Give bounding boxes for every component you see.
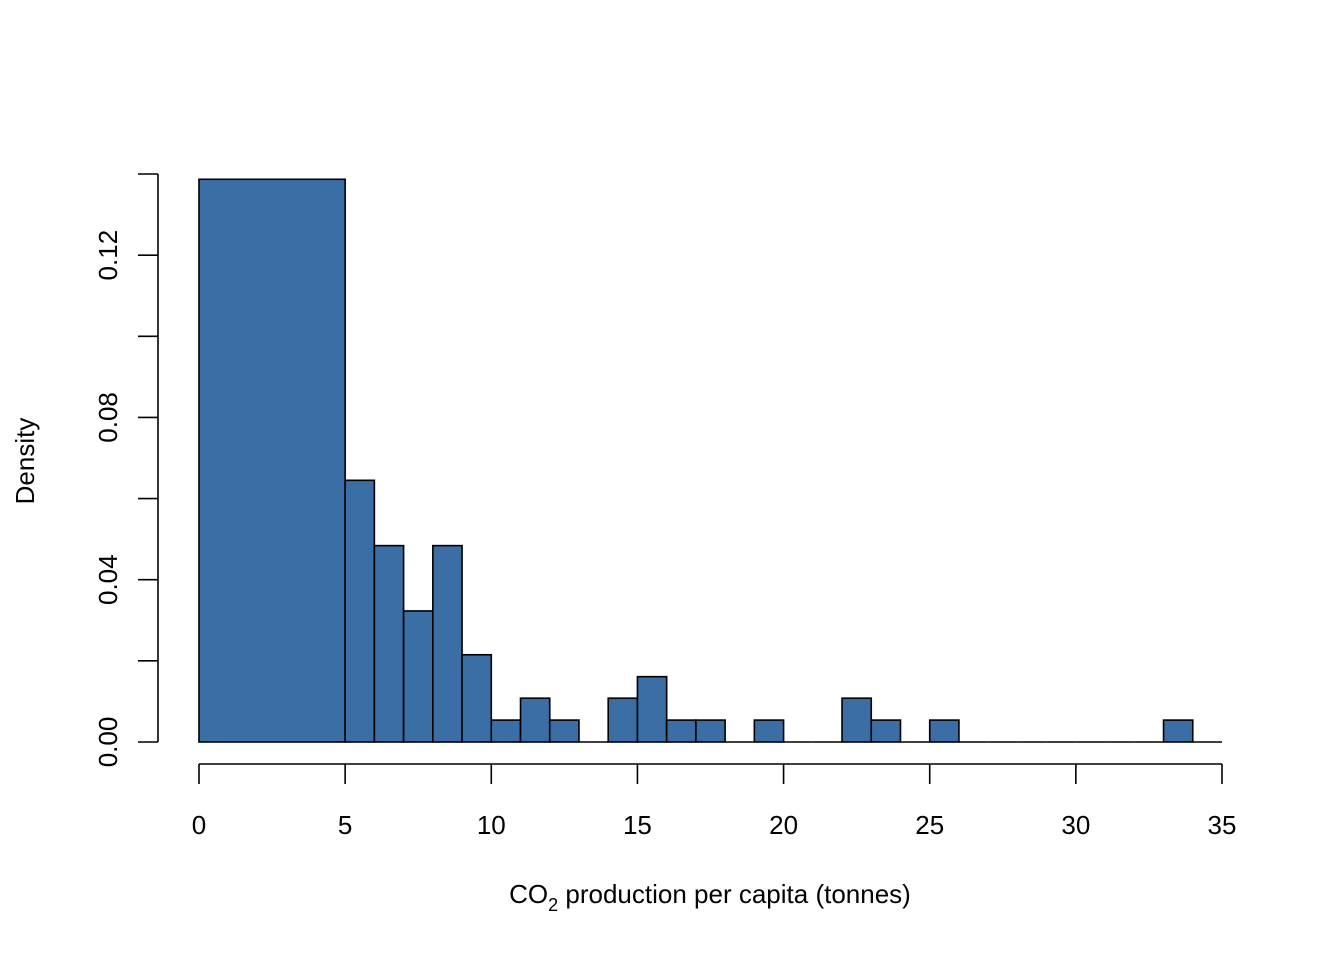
histogram-bar-19 xyxy=(870,719,902,743)
histogram-bar-7 xyxy=(519,697,551,743)
histogram-bar-11 xyxy=(636,675,668,743)
histogram-bar-10 xyxy=(607,697,639,743)
y-axis-title: Density xyxy=(10,418,40,505)
x-axis-title-suffix: production per capita (tonnes) xyxy=(558,879,911,909)
y-tick-label-6: 0.12 xyxy=(93,230,123,281)
y-axis: 0.00 0.04 0.08 0.12 xyxy=(93,173,159,768)
histogram-bar-15 xyxy=(753,719,785,743)
bars-group xyxy=(198,178,1222,743)
histogram-bar-6 xyxy=(490,719,522,743)
x-tick-label-5: 25 xyxy=(915,810,944,840)
histogram-bar-29 xyxy=(1162,719,1194,743)
x-axis-title-subscript: 2 xyxy=(548,895,558,915)
histogram-bar-1 xyxy=(344,479,376,743)
x-axis-title: CO2 production per capita (tonnes) xyxy=(509,879,911,915)
x-tick-label-6: 30 xyxy=(1061,810,1090,840)
x-tick-label-1: 5 xyxy=(338,810,352,840)
x-tick-label-7: 35 xyxy=(1208,810,1237,840)
x-tick-label-4: 20 xyxy=(769,810,798,840)
histogram-bar-13 xyxy=(695,719,726,743)
x-axis-title-prefix: CO xyxy=(509,879,548,909)
y-tick-label-2: 0.04 xyxy=(93,554,123,605)
histogram-bar-12 xyxy=(665,719,697,743)
histogram-bar-2 xyxy=(373,544,405,743)
histogram-bar-3 xyxy=(402,610,434,743)
y-tick-label-4: 0.08 xyxy=(93,392,123,443)
x-tick-label-3: 15 xyxy=(623,810,652,840)
histogram-bar-21 xyxy=(928,719,960,743)
histogram-bar-0 xyxy=(198,178,346,743)
x-axis: 0 5 10 15 20 25 30 35 xyxy=(192,763,1237,840)
histogram-bar-4 xyxy=(432,544,463,743)
histogram-bar-18 xyxy=(841,697,873,743)
x-tick-label-2: 10 xyxy=(477,810,506,840)
histogram-bar-8 xyxy=(548,719,580,743)
x-tick-label-0: 0 xyxy=(192,810,206,840)
y-tick-label-0: 0.00 xyxy=(93,717,123,768)
histogram-bar-5 xyxy=(461,653,493,743)
